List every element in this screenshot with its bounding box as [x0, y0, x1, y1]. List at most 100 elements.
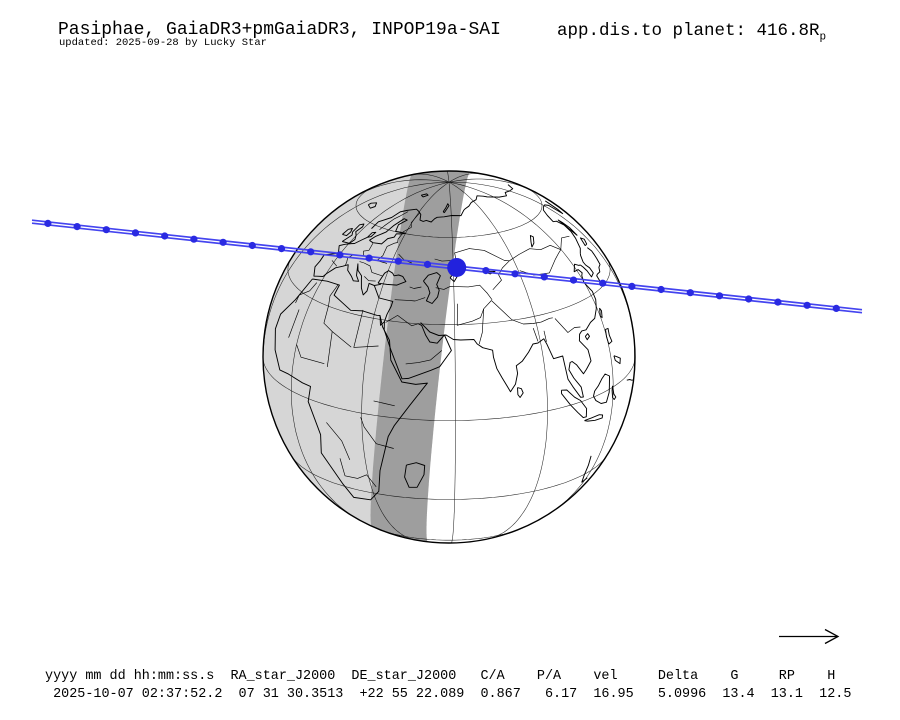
coastline: [313, 245, 381, 296]
time-tick-dot: [219, 238, 227, 246]
coastline: [599, 307, 603, 319]
time-tick-dot: [686, 289, 694, 297]
border-line: [379, 211, 409, 230]
coastline: [517, 387, 524, 398]
meridian-line: [448, 182, 456, 543]
time-tick-dot: [803, 301, 811, 309]
border-line: [360, 417, 394, 449]
border-line: [326, 331, 333, 367]
parallel-line: [263, 359, 635, 421]
border-line: [373, 400, 395, 407]
parallel-line: [355, 185, 543, 238]
time-tick-dot: [277, 245, 286, 253]
coastline: [584, 333, 590, 341]
time-tick-dot: [657, 285, 665, 294]
time-tick-dot: [745, 295, 753, 303]
border-line: [435, 284, 493, 300]
coastlines: [274, 184, 633, 501]
time-tick-dot: [248, 241, 256, 250]
time-tick-dot: [511, 270, 519, 278]
shadow-path-upper-limit: [31, 219, 863, 311]
border-line: [345, 255, 353, 266]
meridian-line: [263, 181, 450, 372]
coastline: [369, 218, 408, 245]
coastline: [593, 373, 610, 404]
coastline: [605, 327, 613, 345]
planet-radius-subscript: p: [819, 31, 827, 44]
time-tick-dot: [131, 229, 140, 237]
shadow-path: [31, 219, 863, 314]
border-line: [478, 308, 485, 345]
time-tick-dot: [599, 279, 607, 287]
parallel-line: [377, 528, 521, 541]
border-line: [339, 458, 377, 488]
border-line: [405, 350, 443, 365]
time-tick-dot: [394, 257, 402, 265]
page-subtitle: updated: 2025-09-28 by Lucky Star: [59, 37, 267, 49]
time-tick-dot: [423, 260, 432, 268]
coastline: [584, 414, 604, 422]
border-line: [543, 330, 547, 342]
ephemeris-table-header: yyyy mm dd hh:mm:ss.s RA_star_J2000 DE_s…: [45, 669, 836, 684]
time-tick-dot: [161, 232, 169, 240]
coastline: [367, 202, 378, 209]
border-line: [560, 235, 570, 250]
motion-arrow: [779, 628, 840, 645]
coastline: [371, 208, 421, 229]
border-line: [359, 261, 383, 277]
time-tick-dot: [190, 235, 198, 243]
border-line: [323, 284, 352, 348]
coastline: [611, 385, 617, 400]
coastline: [377, 270, 407, 286]
border-line: [385, 315, 419, 327]
time-tick-dot: [102, 226, 110, 234]
meridian-line: [361, 181, 450, 540]
coastline: [341, 223, 365, 244]
coastline: [560, 389, 588, 419]
border-line: [491, 300, 553, 325]
coastline: [542, 200, 581, 254]
time-tick-dot: [715, 292, 724, 300]
coastline: [373, 285, 394, 326]
border-line: [402, 212, 420, 233]
border-line: [492, 260, 510, 291]
time-tick-dot: [73, 223, 81, 231]
coastline: [423, 272, 441, 304]
coastline: [404, 462, 426, 488]
border-line: [554, 318, 581, 333]
border-line: [394, 297, 426, 302]
country-borders: [288, 211, 581, 488]
border-line: [288, 309, 300, 338]
coastline: [420, 193, 429, 198]
coastline: [581, 455, 592, 483]
app-distance-label: app.dis.to planet: 416.8Rp: [557, 21, 827, 44]
coastline: [579, 253, 594, 278]
time-tick-dot: [44, 219, 52, 227]
coastline: [587, 247, 602, 284]
coastline: [420, 263, 597, 398]
border-line: [434, 248, 510, 262]
time-tick-dot: [307, 248, 315, 256]
meridian-line: [448, 181, 548, 539]
time-tick-dot: [832, 304, 840, 312]
border-line: [509, 244, 561, 262]
meridian-line: [446, 171, 450, 183]
border-line: [353, 309, 379, 348]
coastline: [557, 219, 578, 236]
coastline: [342, 228, 353, 237]
shadow-path-lower-limit: [31, 222, 863, 314]
closest-approach-dot: [447, 258, 467, 277]
time-tick-dot: [336, 251, 344, 259]
time-tick-dot: [540, 273, 548, 281]
ephemeris-table-row: 2025-10-07 02:37:52.2 07 31 30.3513 +22 …: [45, 687, 852, 702]
globe-twilight-region: [263, 174, 413, 527]
coastline: [274, 278, 428, 501]
time-tick-dot: [365, 254, 373, 262]
border-line: [364, 276, 376, 282]
border-line: [456, 300, 492, 326]
border-line: [296, 344, 325, 365]
border-line: [409, 286, 422, 289]
time-tick-dot: [628, 282, 636, 290]
